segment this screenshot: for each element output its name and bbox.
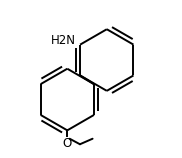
Text: O: O: [63, 137, 72, 150]
Text: H2N: H2N: [50, 34, 75, 47]
